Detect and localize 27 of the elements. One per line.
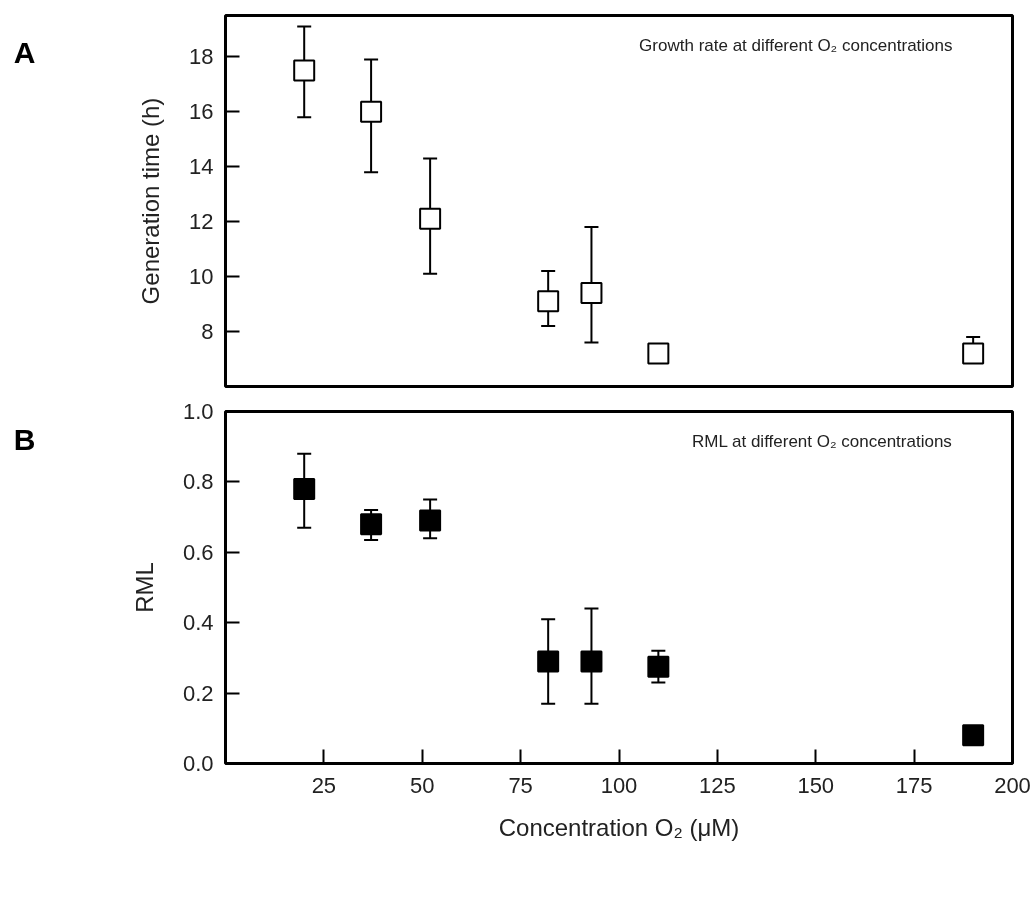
y-tick-label: 8 bbox=[201, 319, 214, 345]
y-tick-label: 0.8 bbox=[182, 469, 214, 495]
y-axis-title: Generation time (h) bbox=[137, 97, 165, 305]
y-tick-label: 18 bbox=[189, 44, 214, 70]
y-tick-label: 14 bbox=[189, 154, 214, 180]
y-tick-label: 12 bbox=[189, 209, 214, 235]
x-tick-label: 150 bbox=[797, 772, 835, 798]
x-tick-label: 125 bbox=[699, 772, 736, 798]
y-tick-label: 0.0 bbox=[182, 751, 214, 776]
y-tick-label: 16 bbox=[189, 99, 214, 125]
annotation: Growth rate at different O₂ concentrations bbox=[639, 36, 953, 55]
text: B bbox=[13, 422, 36, 456]
x-tick-label: 75 bbox=[508, 772, 533, 798]
x-tick-label: 175 bbox=[895, 772, 933, 798]
x-tick-label: 100 bbox=[600, 772, 638, 798]
x-tick-label: 200 bbox=[994, 772, 1031, 798]
y-axis-title: RML bbox=[130, 562, 158, 613]
x-tick-label: 25 bbox=[311, 772, 337, 798]
y-tick-label: 10 bbox=[189, 264, 214, 290]
y-tick-label: 1.0 bbox=[182, 399, 214, 424]
x-axis-title: Concentration O₂ (μM) bbox=[498, 813, 740, 841]
y-tick-label: 0.6 bbox=[182, 539, 214, 565]
y-tick-label: 0.2 bbox=[182, 680, 214, 706]
x-tick-label: 50 bbox=[410, 772, 435, 798]
y-tick-label: 0.4 bbox=[182, 610, 214, 636]
annotation: RML at different O₂ concentrations bbox=[692, 432, 952, 451]
text: A bbox=[13, 36, 36, 70]
